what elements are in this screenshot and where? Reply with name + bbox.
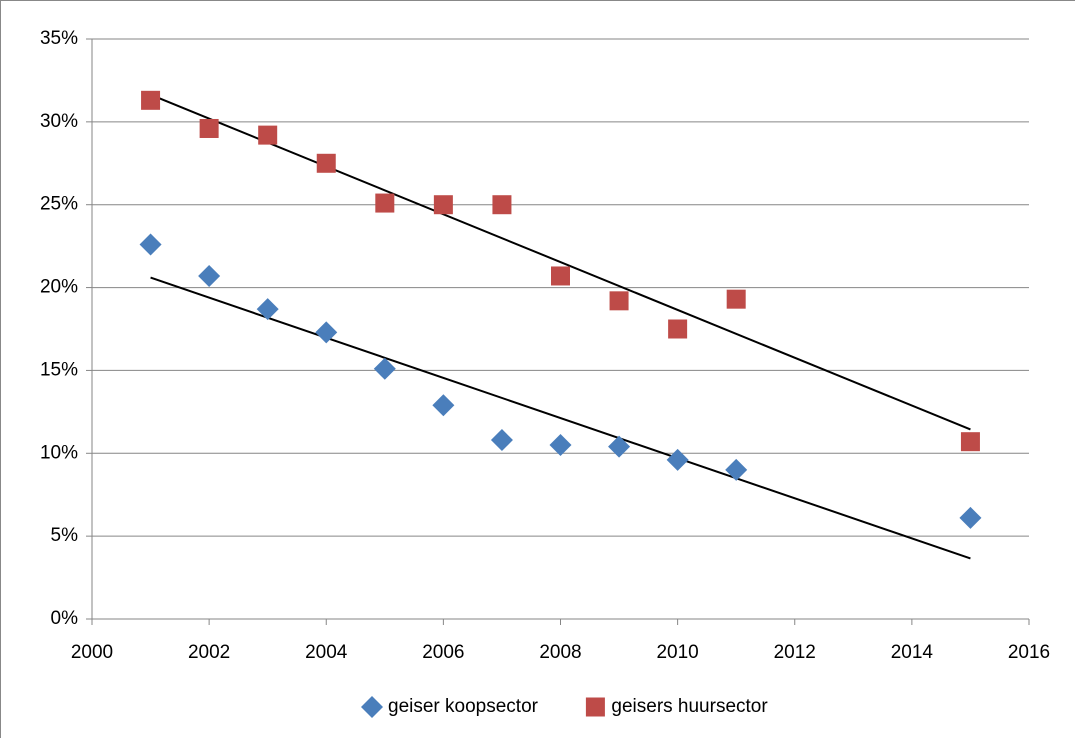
legend-label: geisers huursector (611, 696, 768, 717)
point (375, 193, 395, 213)
trendline (150, 276, 971, 560)
y-tick-label: 20% (40, 277, 78, 298)
x-tick-label: 2008 (539, 642, 581, 663)
y-tick-label: 25% (40, 194, 78, 215)
point (315, 321, 338, 344)
y-tick-label: 10% (40, 442, 78, 463)
y-tick-label: 35% (40, 28, 78, 49)
point (433, 195, 453, 215)
point (492, 195, 512, 215)
x-tick-label: 2014 (891, 642, 934, 663)
point (256, 298, 279, 321)
point (959, 506, 982, 529)
point (432, 394, 455, 417)
trendline (150, 93, 971, 431)
point (666, 448, 689, 471)
x-tick-label: 2010 (656, 642, 698, 663)
point (608, 435, 631, 458)
legend-label: geiser koopsector (388, 696, 539, 717)
point (258, 125, 278, 145)
point (726, 289, 746, 309)
point (316, 153, 336, 173)
point (609, 291, 629, 311)
point (549, 434, 572, 456)
point (139, 233, 162, 256)
point (725, 458, 748, 481)
x-tick-label: 2012 (774, 642, 816, 663)
x-tick-label: 2016 (1008, 642, 1050, 663)
point (490, 429, 513, 452)
point (373, 357, 396, 380)
x-tick-label: 2002 (188, 642, 230, 663)
point (198, 264, 221, 287)
y-tick-label: 5% (51, 525, 79, 546)
legend-marker (361, 696, 383, 718)
y-tick-label: 30% (40, 111, 78, 132)
point (960, 432, 980, 452)
point (668, 319, 688, 339)
y-tick-label: 0% (51, 608, 79, 629)
x-tick-label: 2006 (422, 642, 464, 663)
x-tick-label: 2000 (71, 642, 113, 663)
y-tick-label: 15% (40, 359, 78, 380)
x-tick-label: 2004 (305, 642, 348, 663)
legend-marker (585, 697, 605, 717)
point (199, 118, 219, 138)
point (551, 266, 570, 286)
point (141, 90, 161, 110)
